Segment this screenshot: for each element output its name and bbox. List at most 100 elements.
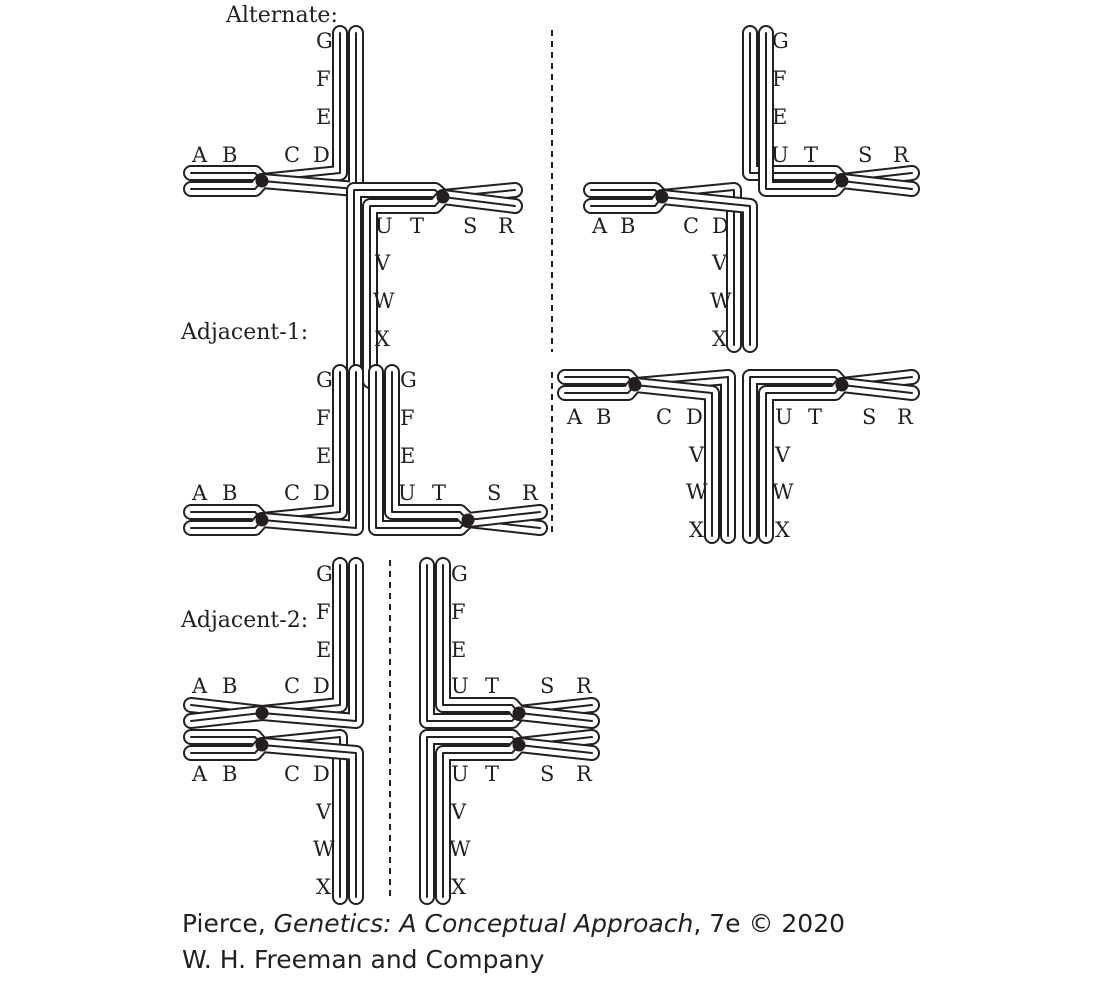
gene-label-B: B bbox=[620, 214, 635, 238]
gene-label-X: X bbox=[775, 518, 790, 542]
gene-label-V: V bbox=[688, 443, 705, 467]
divider-group bbox=[389, 30, 553, 900]
gene-label-X: X bbox=[451, 875, 466, 899]
gene-label-X: X bbox=[375, 327, 390, 351]
gene-label-U: U bbox=[398, 481, 416, 505]
gene-label-U: U bbox=[375, 214, 393, 238]
gene-label-S: S bbox=[858, 143, 872, 167]
gene-label-G: G bbox=[316, 368, 333, 392]
gene-label-R: R bbox=[498, 214, 515, 238]
gene-label-E: E bbox=[772, 105, 787, 129]
gene-label-C: C bbox=[284, 674, 300, 698]
alt-right-centromere-2 bbox=[655, 190, 669, 204]
gene-label-G: G bbox=[772, 29, 789, 53]
gene-label-T: T bbox=[410, 214, 424, 238]
gene-label-X: X bbox=[689, 518, 704, 542]
gene-label-V: V bbox=[374, 251, 391, 275]
credit-book-title: Genetics: A Conceptual Approach bbox=[273, 909, 694, 938]
adj1-left-centromere-1 bbox=[255, 513, 269, 527]
credit-edition: , 7e © 2020 bbox=[693, 909, 846, 938]
gene-label-F: F bbox=[316, 67, 331, 91]
gene-label-R: R bbox=[893, 143, 910, 167]
adj2-right-centromere-2 bbox=[512, 738, 526, 752]
gene-label-T: T bbox=[485, 674, 499, 698]
credit-line-2: W. H. Freeman and Company bbox=[182, 945, 545, 974]
adj2-left-chr-CD-lower-b bbox=[183, 737, 364, 905]
gene-label-D: D bbox=[313, 481, 330, 505]
adj1-right-centromere-2 bbox=[835, 378, 849, 392]
gene-label-S: S bbox=[540, 762, 554, 786]
gene-label-U: U bbox=[771, 143, 789, 167]
gene-label-E: E bbox=[451, 638, 466, 662]
adj2-right-centromere-1 bbox=[512, 706, 526, 720]
gene-label-X: X bbox=[712, 327, 727, 351]
credit-line-1: Pierce, Genetics: A Conceptual Approach,… bbox=[182, 909, 845, 938]
gene-label-U: U bbox=[451, 674, 469, 698]
alt-left-centromere-2 bbox=[436, 190, 450, 204]
adj2-left-chr-CD-upper-b bbox=[183, 557, 364, 729]
gene-label-D: D bbox=[712, 214, 729, 238]
gene-label-G: G bbox=[316, 562, 333, 586]
gene-label-S: S bbox=[540, 674, 554, 698]
centromere-group bbox=[255, 174, 849, 752]
gene-label-E: E bbox=[400, 444, 415, 468]
gene-label-U: U bbox=[451, 762, 469, 786]
gene-label-G: G bbox=[400, 368, 417, 392]
gene-label-W: W bbox=[449, 837, 471, 861]
gene-label-T: T bbox=[432, 481, 446, 505]
adj2-right-chr-UT-lower-b bbox=[435, 737, 600, 905]
gene-label-R: R bbox=[576, 762, 593, 786]
gene-label-F: F bbox=[316, 406, 331, 430]
gene-label-W: W bbox=[313, 837, 335, 861]
gene-label-C: C bbox=[656, 405, 672, 429]
credit-author: Pierce, bbox=[182, 909, 274, 938]
gene-label-W: W bbox=[686, 480, 708, 504]
gene-label-C: C bbox=[284, 481, 300, 505]
alt-right-chr-UT-b bbox=[758, 25, 920, 197]
gene-label-B: B bbox=[222, 674, 237, 698]
gene-label-R: R bbox=[576, 674, 593, 698]
adj1-left-centromere-2 bbox=[461, 513, 475, 527]
gene-label-V: V bbox=[711, 251, 728, 275]
gene-label-A: A bbox=[191, 143, 208, 167]
adj1-left-chr-UT-b bbox=[384, 364, 548, 528]
gene-label-C: C bbox=[284, 143, 300, 167]
gene-label-T: T bbox=[808, 405, 822, 429]
gene-label-B: B bbox=[222, 481, 237, 505]
gene-label-V: V bbox=[450, 800, 467, 824]
gene-label-A: A bbox=[566, 405, 583, 429]
gene-label-C: C bbox=[683, 214, 699, 238]
adj1-right-chr-UT-b bbox=[758, 377, 920, 544]
gene-label-F: F bbox=[772, 67, 787, 91]
adj2-left-centromere-2 bbox=[255, 738, 269, 752]
gene-label-D: D bbox=[686, 405, 703, 429]
gene-label-E: E bbox=[316, 444, 331, 468]
gene-label-G: G bbox=[451, 562, 468, 586]
gene-label-F: F bbox=[451, 600, 466, 624]
gene-label-V: V bbox=[774, 443, 791, 467]
gene-label-D: D bbox=[313, 762, 330, 786]
gene-label-A: A bbox=[191, 481, 208, 505]
adj2-left-centromere-1 bbox=[255, 706, 269, 720]
gene-label-W: W bbox=[373, 289, 395, 313]
gene-label-S: S bbox=[463, 214, 477, 238]
gene-label-D: D bbox=[313, 674, 330, 698]
gene-label-F: F bbox=[400, 406, 415, 430]
alt-left-chr-UT-b bbox=[362, 189, 523, 389]
gene-label-W: W bbox=[772, 480, 794, 504]
adjacent-1-title: Adjacent-1: bbox=[180, 320, 308, 345]
gene-label-W: W bbox=[710, 289, 732, 313]
alt-left-centromere-1 bbox=[255, 174, 269, 188]
gene-label-U: U bbox=[775, 405, 793, 429]
gene-label-B: B bbox=[596, 405, 611, 429]
gene-label-S: S bbox=[862, 405, 876, 429]
adj1-right-centromere-1 bbox=[628, 378, 642, 392]
gene-label-A: A bbox=[191, 674, 208, 698]
gene-label-E: E bbox=[316, 105, 331, 129]
gene-label-T: T bbox=[485, 762, 499, 786]
alternate-title: Alternate: bbox=[225, 3, 338, 28]
alt-right-centromere-1 bbox=[835, 174, 849, 188]
gene-label-R: R bbox=[522, 481, 539, 505]
gene-label-S: S bbox=[487, 481, 501, 505]
